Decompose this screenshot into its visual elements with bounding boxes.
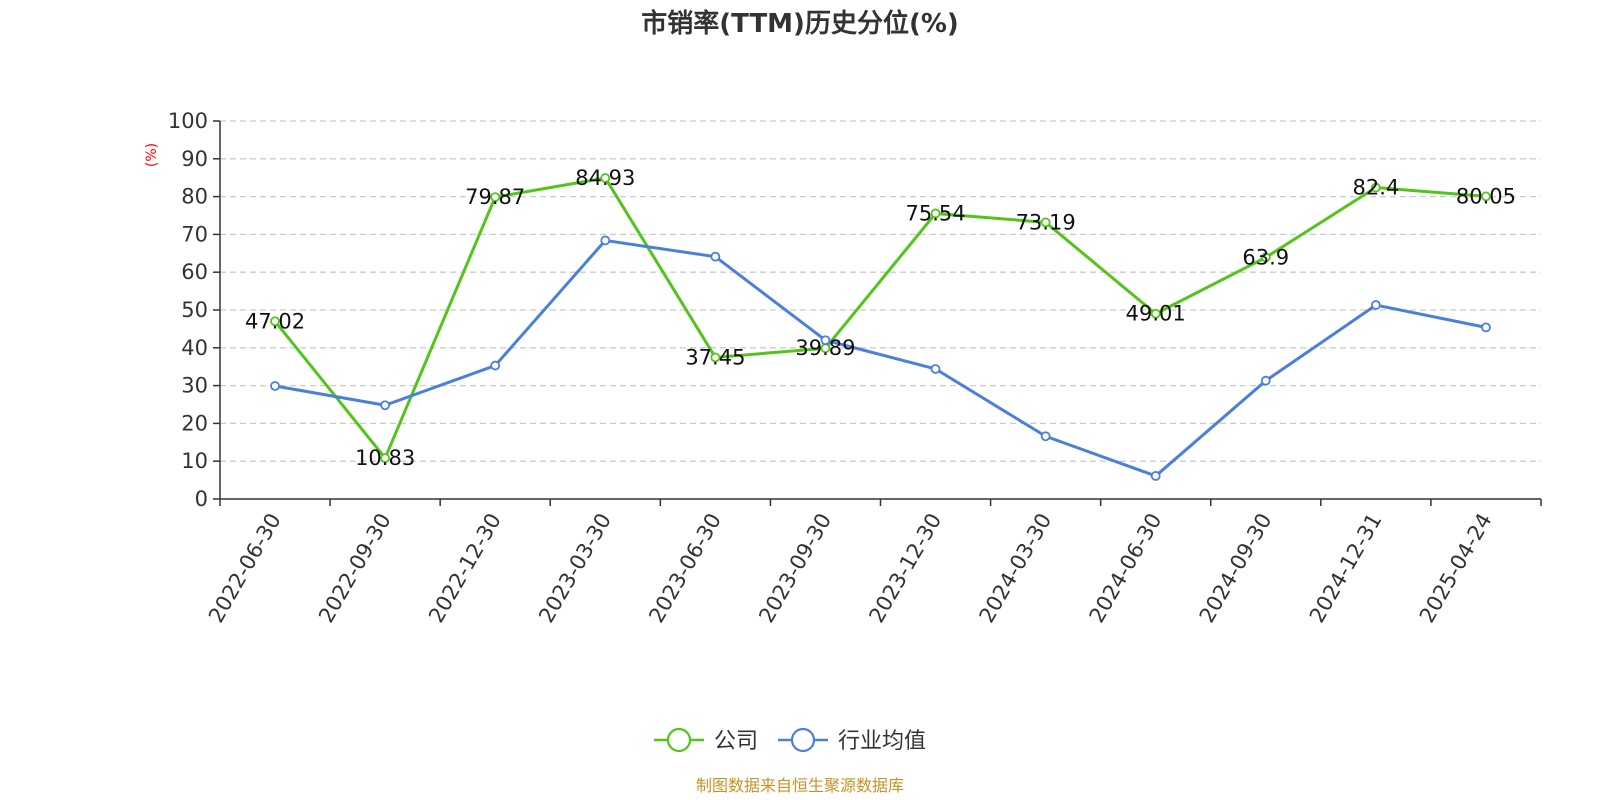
data-source-note: 制图数据来自恒生聚源数据库 — [696, 776, 904, 795]
data-label: 63.9 — [1242, 245, 1289, 269]
data-point[interactable] — [1150, 471, 1161, 481]
legend-label: 行业均值 — [838, 729, 926, 754]
x-tick-label: 2023-06-30 — [644, 509, 726, 627]
data-point[interactable] — [1481, 191, 1491, 202]
legend-label: 公司 — [714, 729, 758, 754]
data-label: 37.45 — [685, 345, 745, 369]
data-label: 47.02 — [245, 309, 305, 333]
y-tick-label: 80 — [181, 185, 208, 209]
x-tick-label: 2022-09-30 — [314, 509, 396, 627]
y-axis-unit-label: (%) — [144, 143, 160, 167]
data-point[interactable] — [380, 400, 391, 411]
data-point[interactable] — [930, 364, 941, 374]
data-label: 10.83 — [355, 446, 415, 470]
data-label: 82.4 — [1352, 176, 1399, 200]
axes: 0 10 20 30 40 50 60 70 80 90 100 2022-06-30 2022-09-… — [168, 109, 1542, 627]
data-point[interactable] — [1150, 308, 1161, 319]
x-tick-label: 2023-09-30 — [754, 509, 836, 627]
data-point[interactable] — [710, 251, 721, 262]
data-point[interactable] — [490, 360, 501, 371]
y-tick-label: 70 — [181, 222, 208, 246]
x-tick-label: 2022-06-30 — [204, 509, 286, 627]
legend-swatch-marker — [666, 727, 692, 753]
data-label: 80.05 — [1456, 184, 1516, 208]
series-line-0 — [273, 176, 1487, 460]
y-tick-label: 10 — [181, 449, 208, 473]
y-tick-label: 100 — [168, 109, 208, 133]
x-tick-label: 2023-03-30 — [534, 509, 616, 627]
data-point[interactable] — [1260, 252, 1271, 263]
data-point[interactable] — [820, 335, 831, 346]
x-tick-label: 2024-06-30 — [1085, 509, 1167, 627]
data-point[interactable] — [1040, 431, 1051, 442]
series-line-1 — [274, 238, 1487, 478]
y-tick-label: 40 — [181, 336, 208, 360]
x-tick-label: 2022-12-30 — [424, 509, 506, 627]
data-label: 84.93 — [575, 166, 635, 190]
x-tick-label: 2024-03-30 — [975, 509, 1057, 627]
data-point[interactable] — [1481, 322, 1491, 333]
y-tick-label: 20 — [181, 411, 208, 435]
data-point[interactable] — [380, 453, 391, 463]
x-tick-label: 2024-09-30 — [1195, 509, 1277, 627]
y-tick-label: 60 — [181, 260, 208, 284]
data-point[interactable] — [1040, 217, 1051, 228]
data-point[interactable] — [270, 316, 280, 327]
data-point[interactable] — [490, 192, 501, 202]
legend-item[interactable]: 公司 — [654, 727, 758, 754]
data-point[interactable] — [930, 208, 941, 219]
data-label: 49.01 — [1126, 302, 1186, 326]
y-tick-label: 0 — [195, 487, 208, 511]
legend[interactable]: 公司 行业均值 — [654, 727, 926, 754]
data-label: 39.89 — [795, 336, 855, 360]
data-label: 75.54 — [905, 201, 965, 225]
legend-item[interactable]: 行业均值 — [778, 727, 926, 754]
series-lines — [270, 173, 1491, 481]
data-point[interactable] — [600, 173, 611, 183]
data-point[interactable] — [1260, 375, 1271, 386]
x-tick-label: 2023-12-30 — [864, 509, 946, 627]
grid-lines — [220, 120, 1541, 462]
data-point[interactable] — [600, 235, 611, 246]
chart-title: 市销率(TTM)历史分位(%) — [641, 8, 959, 39]
legend-swatch-marker — [790, 727, 816, 753]
data-point[interactable] — [1370, 300, 1381, 310]
x-tick-label: 2024-12-31 — [1305, 509, 1387, 627]
data-point[interactable] — [710, 352, 721, 363]
data-label: 73.19 — [1016, 210, 1076, 234]
data-label: 79.87 — [465, 185, 525, 209]
y-tick-label: 90 — [181, 147, 208, 171]
data-labels: 47.02 10.83 79.87 84.93 37.45 39.89 75.54 73.19… — [245, 166, 1516, 470]
y-tick-label: 30 — [181, 374, 208, 398]
data-point[interactable] — [270, 381, 280, 391]
data-point[interactable] — [1370, 182, 1381, 193]
x-tick-label: 2025-04-24 — [1415, 509, 1497, 627]
y-tick-label: 50 — [181, 298, 208, 322]
